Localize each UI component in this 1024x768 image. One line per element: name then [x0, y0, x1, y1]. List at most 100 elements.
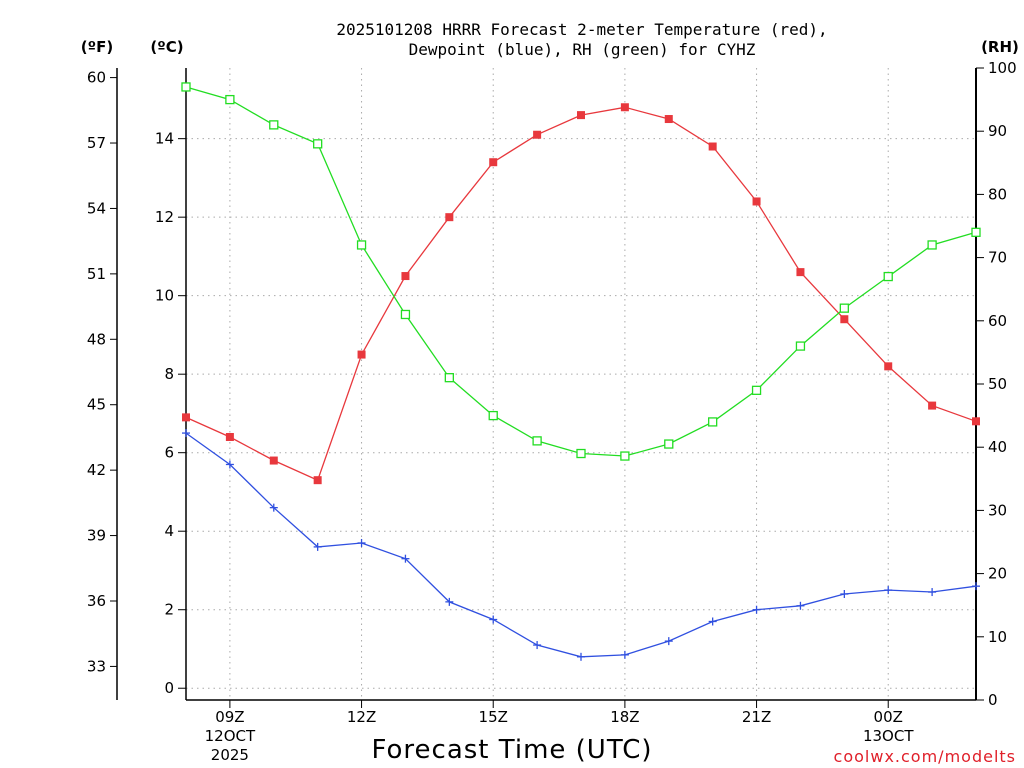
rh-tick-label: 60 — [988, 312, 1007, 330]
rh-tick-label: 80 — [988, 185, 1007, 203]
rh-tick-label: 20 — [988, 565, 1007, 583]
fahrenheit-tick-label: 39 — [87, 527, 106, 545]
chart-title-line1: 2025101208 HRRR Forecast 2-meter Tempera… — [336, 20, 827, 39]
rh-point — [400, 309, 411, 320]
rh-tick-label: 70 — [988, 249, 1007, 267]
rh-tick-label: 30 — [988, 501, 1007, 519]
celsius-axis-unit: (ºC) — [150, 38, 183, 56]
credit-text: coolwx.com/modelts — [834, 747, 1016, 766]
dewpoint-point — [225, 460, 234, 469]
dewpoint-point — [489, 615, 498, 624]
rh-point — [488, 410, 498, 421]
rh-line — [185, 86, 977, 457]
dewpoint-point — [182, 429, 190, 438]
temperature-point — [269, 456, 278, 465]
temperature-point — [182, 413, 190, 422]
fahrenheit-tick-label: 54 — [87, 199, 106, 217]
celsius-tick-label: 6 — [164, 444, 174, 462]
temperature-point — [445, 213, 454, 222]
dewpoint-point — [577, 652, 585, 661]
rh-point — [839, 303, 849, 313]
temperature-point — [620, 103, 629, 112]
fahrenheit-tick-label: 33 — [87, 657, 106, 675]
chart-title-line2: Dewpoint (blue), RH (green) for CYHZ — [409, 40, 756, 59]
temperature-point — [401, 272, 410, 281]
temperature-point — [489, 158, 498, 167]
rh-point — [883, 271, 893, 282]
temperature-point — [884, 362, 893, 371]
rh-axis-unit: (RH) — [981, 38, 1019, 56]
fahrenheit-tick-label: 51 — [87, 265, 106, 283]
rh-point — [181, 82, 191, 92]
rh-point — [576, 448, 586, 459]
x-tick-label: 09Z — [215, 708, 244, 726]
fahrenheit-tick-label: 48 — [87, 330, 106, 348]
dewpoint-point — [972, 582, 980, 591]
x-tick-label: 00Z — [874, 708, 903, 726]
grid — [186, 68, 976, 700]
temperature-point — [577, 111, 585, 120]
rh-tick-label: 50 — [988, 375, 1007, 393]
celsius-tick-label: 12 — [155, 208, 174, 226]
temperature-point — [533, 130, 542, 139]
celsius-tick-label: 2 — [164, 601, 174, 619]
rh-point — [225, 94, 235, 105]
celsius-tick-label: 8 — [164, 365, 174, 383]
fahrenheit-tick-label: 45 — [87, 396, 106, 414]
fahrenheit-tick-label: 57 — [87, 134, 106, 152]
axes — [110, 67, 984, 708]
x-tick-label: 12Z — [347, 708, 376, 726]
x-tick-year: 2025 — [211, 746, 249, 764]
rh-point — [532, 436, 542, 446]
rh-point — [269, 120, 279, 130]
series-layer — [181, 82, 981, 661]
dewpoint-point — [752, 605, 761, 614]
x-tick-label: 15Z — [479, 708, 508, 726]
rh-point — [620, 451, 630, 461]
rh-point — [664, 439, 674, 449]
rh-point — [971, 227, 981, 237]
rh-tick-label: 0 — [988, 691, 998, 709]
rh-point — [444, 373, 454, 383]
dewpoint-point — [401, 554, 410, 563]
dewpoint-point — [796, 601, 805, 610]
celsius-tick-label: 4 — [164, 522, 174, 540]
temperature-point — [752, 197, 761, 206]
temperature-point — [357, 350, 366, 359]
dewpoint-point — [708, 617, 717, 626]
temperature-point — [928, 401, 937, 410]
fahrenheit-tick-label: 36 — [87, 592, 106, 610]
rh-point — [751, 385, 762, 395]
dewpoint-point — [884, 586, 893, 595]
dewpoint-series — [182, 429, 980, 661]
fahrenheit-tick-label: 42 — [87, 461, 106, 479]
tick-labels: 0 2 4 6 8 10 12 14 33 36 39 42 45 48 51 54 57 60 0 10 20 30 40… — [87, 59, 1017, 764]
dewpoint-point — [445, 597, 454, 606]
rh-tick-label: 90 — [988, 122, 1007, 140]
dewpoint-point — [533, 641, 542, 650]
temperature-point — [796, 268, 805, 277]
celsius-tick-label: 14 — [155, 130, 174, 148]
x-tick-label: 21Z — [742, 708, 771, 726]
x-tick-date: 13OCT — [863, 727, 914, 745]
rh-point — [356, 240, 367, 250]
x-tick-date: 12OCT — [205, 727, 256, 745]
celsius-tick-label: 10 — [155, 287, 174, 305]
temperature-point — [972, 417, 980, 426]
temperature-point — [664, 115, 673, 124]
rh-tick-label: 10 — [988, 628, 1007, 646]
rh-point — [708, 417, 718, 427]
x-axis-label: Forecast Time (UTC) — [371, 735, 652, 765]
dewpoint-point — [840, 590, 849, 599]
celsius-tick-label: 0 — [164, 679, 174, 697]
dewpoint-point — [928, 588, 937, 597]
rh-point — [313, 139, 323, 149]
x-tick-label: 18Z — [610, 708, 639, 726]
temperature-point — [313, 476, 322, 485]
dewpoint-point — [269, 503, 278, 512]
fahrenheit-axis-unit: (ºF) — [81, 38, 113, 56]
temperature-point — [225, 432, 234, 441]
dewpoint-point — [357, 538, 366, 547]
temperature-point — [840, 315, 849, 324]
